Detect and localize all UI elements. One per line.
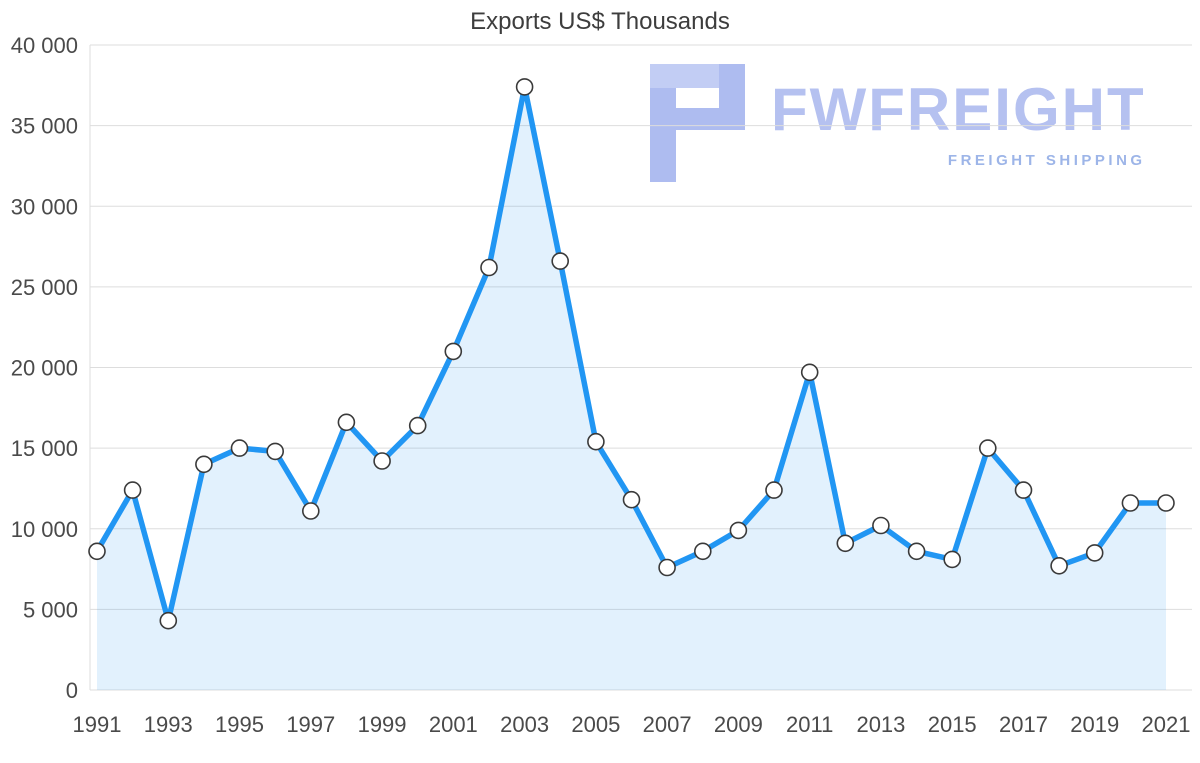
data-point-marker	[551, 252, 570, 270]
x-axis-label: 1999	[358, 712, 407, 737]
data-point-marker	[622, 490, 641, 509]
x-axis-label: 1991	[73, 712, 122, 737]
data-point-marker	[658, 558, 676, 577]
y-axis-label: 10 000	[11, 517, 78, 542]
x-axis-label: 1995	[215, 712, 264, 737]
y-axis-label: 20 000	[11, 356, 78, 381]
y-axis-label: 5 000	[23, 597, 78, 622]
x-axis-label: 2005	[571, 712, 620, 737]
data-point-marker	[88, 542, 106, 561]
data-point-marker	[301, 502, 320, 520]
x-axis-label: 2007	[643, 712, 692, 737]
data-point-marker	[408, 416, 427, 435]
x-axis-label: 2019	[1070, 712, 1119, 737]
data-point-marker	[729, 521, 748, 540]
y-axis-label: 15 000	[11, 436, 78, 461]
data-point-marker	[1121, 494, 1140, 512]
x-axis-label: 2017	[999, 712, 1048, 737]
data-point-marker	[907, 542, 926, 561]
data-point-marker	[480, 258, 498, 277]
x-axis-label: 2013	[856, 712, 905, 737]
x-axis-label: 2021	[1142, 712, 1191, 737]
x-axis-label: 1993	[144, 712, 193, 737]
x-axis-label: 2003	[500, 712, 549, 737]
data-point-marker	[836, 534, 855, 553]
data-point-marker	[587, 432, 605, 451]
x-axis-label: 2015	[928, 712, 977, 737]
y-axis-label: 30 000	[11, 194, 78, 219]
data-point-marker	[195, 455, 213, 474]
x-axis-label: 2009	[714, 712, 763, 737]
data-point-marker	[693, 542, 712, 561]
y-axis-label: 40 000	[11, 33, 78, 58]
x-axis-label: 2011	[786, 712, 833, 737]
data-point-marker	[444, 342, 463, 361]
data-point-marker	[1050, 556, 1068, 575]
data-point-marker	[266, 442, 285, 461]
data-point-marker	[765, 481, 783, 499]
data-point-marker	[515, 78, 534, 96]
y-axis-label: 25 000	[11, 275, 78, 300]
y-axis-label: 35 000	[11, 114, 78, 139]
data-point-marker	[230, 439, 249, 457]
data-point-marker	[978, 439, 997, 457]
data-point-marker	[1014, 481, 1033, 499]
x-axis-label: 1997	[286, 712, 335, 737]
data-point-marker	[337, 413, 356, 432]
area-fill	[97, 86, 1166, 690]
data-point-marker	[1157, 494, 1175, 512]
y-axis-label: 0	[66, 678, 78, 703]
data-point-marker	[872, 516, 890, 535]
data-point-marker	[373, 452, 391, 470]
data-point-marker	[159, 611, 178, 630]
data-point-marker	[1085, 544, 1104, 562]
data-point-marker	[123, 481, 142, 499]
chart-title: Exports US$ Thousands	[470, 8, 730, 35]
data-point-marker	[800, 363, 819, 382]
x-axis-label: 2001	[429, 712, 478, 737]
data-point-marker	[943, 550, 962, 569]
